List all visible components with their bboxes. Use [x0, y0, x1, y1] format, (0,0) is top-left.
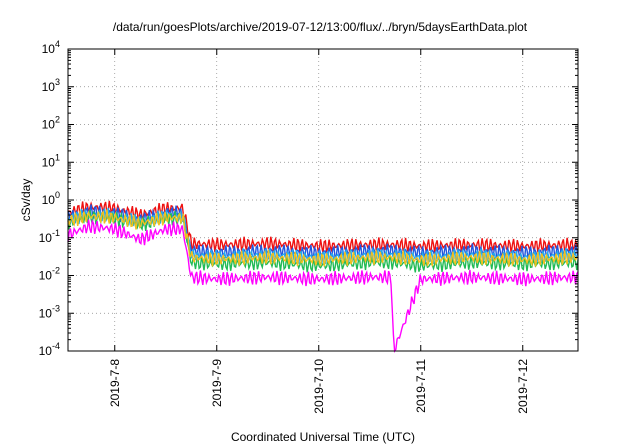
chart-title: /data/run/goesPlots/archive/2019-07-12/1…: [112, 20, 528, 34]
y-tick-label: 10-3: [39, 303, 60, 320]
y-tick-label: 104: [42, 39, 60, 56]
y-tick-label: 102: [42, 115, 60, 132]
y-tick-label: 10-4: [39, 341, 60, 358]
y-tick-label: 10-1: [39, 228, 60, 245]
plot-area: [67, 200, 579, 353]
x-axis-label: Coordinated Universal Time (UTC): [230, 430, 416, 444]
y-tick-label: 101: [42, 152, 60, 169]
x-tick-label: 2019-7-9: [210, 359, 224, 407]
y-axis: 10-4 10-3 10-2 10-1 100 101 102 103 104: [39, 39, 578, 358]
y-axis-label: cSv/day: [19, 179, 33, 222]
series-line-4: [67, 209, 579, 268]
series-line-2: [67, 207, 579, 265]
x-axis: 2019-7-8 2019-7-9 2019-7-10 2019-7-11 2019-7…: [108, 49, 530, 414]
x-tick-label: 2019-7-12: [516, 359, 530, 414]
series-line-0: [67, 200, 579, 254]
x-tick-label: 2019-7-11: [414, 359, 428, 413]
x-tick-label: 2019-7-10: [312, 359, 326, 414]
y-tick-label: 103: [42, 77, 60, 94]
grid-lines: [68, 49, 578, 351]
series-line-5: [67, 218, 579, 353]
x-tick-label: 2019-7-8: [108, 359, 122, 407]
y-tick-label: 10-2: [39, 266, 60, 283]
y-tick-label: 100: [42, 190, 60, 207]
